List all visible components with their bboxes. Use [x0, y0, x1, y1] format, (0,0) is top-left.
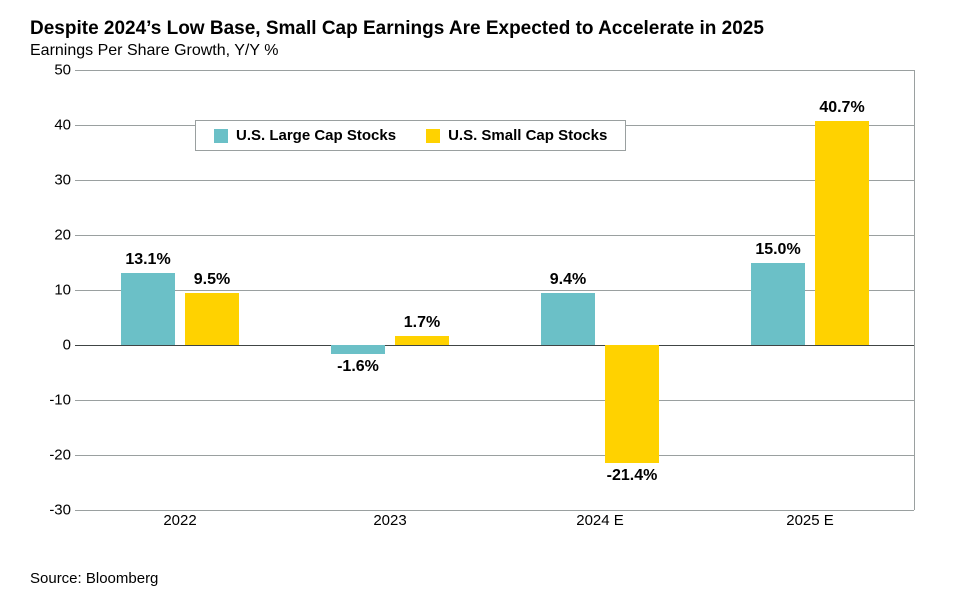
- data-label: 40.7%: [819, 99, 864, 117]
- gridline: [75, 180, 914, 181]
- bar: [815, 121, 869, 345]
- data-label: 1.7%: [404, 314, 440, 332]
- bar: [541, 293, 595, 345]
- legend-item-small-cap: U.S. Small Cap Stocks: [426, 127, 607, 144]
- y-tick-label: -20: [35, 447, 71, 464]
- bar: [751, 263, 805, 346]
- y-tick-label: 20: [35, 227, 71, 244]
- data-label: 9.4%: [550, 271, 586, 289]
- legend: U.S. Large Cap Stocks U.S. Small Cap Sto…: [195, 120, 626, 151]
- gridline: [75, 70, 914, 71]
- gridline: [75, 400, 914, 401]
- legend-item-large-cap: U.S. Large Cap Stocks: [214, 127, 396, 144]
- legend-swatch-icon: [426, 129, 440, 143]
- chart-title: Despite 2024’s Low Base, Small Cap Earni…: [30, 18, 930, 40]
- y-tick-label: 50: [35, 62, 71, 79]
- legend-label: U.S. Large Cap Stocks: [236, 127, 396, 144]
- bar: [395, 336, 449, 345]
- legend-swatch-icon: [214, 129, 228, 143]
- data-label: 9.5%: [194, 271, 230, 289]
- data-label: -21.4%: [607, 467, 658, 485]
- bar: [331, 345, 385, 354]
- x-tick-label: 2024 E: [576, 512, 624, 529]
- y-tick-label: 10: [35, 282, 71, 299]
- gridline: [75, 235, 914, 236]
- source-text: Source: Bloomberg: [30, 570, 158, 587]
- bar: [605, 345, 659, 463]
- gridline: [75, 345, 914, 346]
- bar: [121, 273, 175, 345]
- y-tick-label: 0: [35, 337, 71, 354]
- y-tick-label: 30: [35, 172, 71, 189]
- plot-area: 13.1% 9.5% -1.6% 1.7% 9.4% -21.4% 15.0% 40.7% U…: [75, 70, 915, 510]
- x-tick-label: 2022: [163, 512, 196, 529]
- y-tick-label: 40: [35, 117, 71, 134]
- y-tick-label: -30: [35, 502, 71, 519]
- x-tick-label: 2023: [373, 512, 406, 529]
- data-label: 13.1%: [125, 251, 170, 269]
- chart-root: Despite 2024’s Low Base, Small Cap Earni…: [0, 0, 960, 595]
- x-tick-label: 2025 E: [786, 512, 834, 529]
- gridline: [75, 455, 914, 456]
- bar: [185, 293, 239, 345]
- data-label: 15.0%: [755, 241, 800, 259]
- chart-subtitle: Earnings Per Share Growth, Y/Y %: [30, 42, 930, 60]
- legend-label: U.S. Small Cap Stocks: [448, 127, 607, 144]
- plot: -30-20-1001020304050 13.1%9.5%-1.6%1.7%9…: [35, 70, 915, 530]
- data-label: -1.6%: [337, 358, 379, 376]
- y-tick-label: -10: [35, 392, 71, 409]
- gridline: [75, 510, 914, 511]
